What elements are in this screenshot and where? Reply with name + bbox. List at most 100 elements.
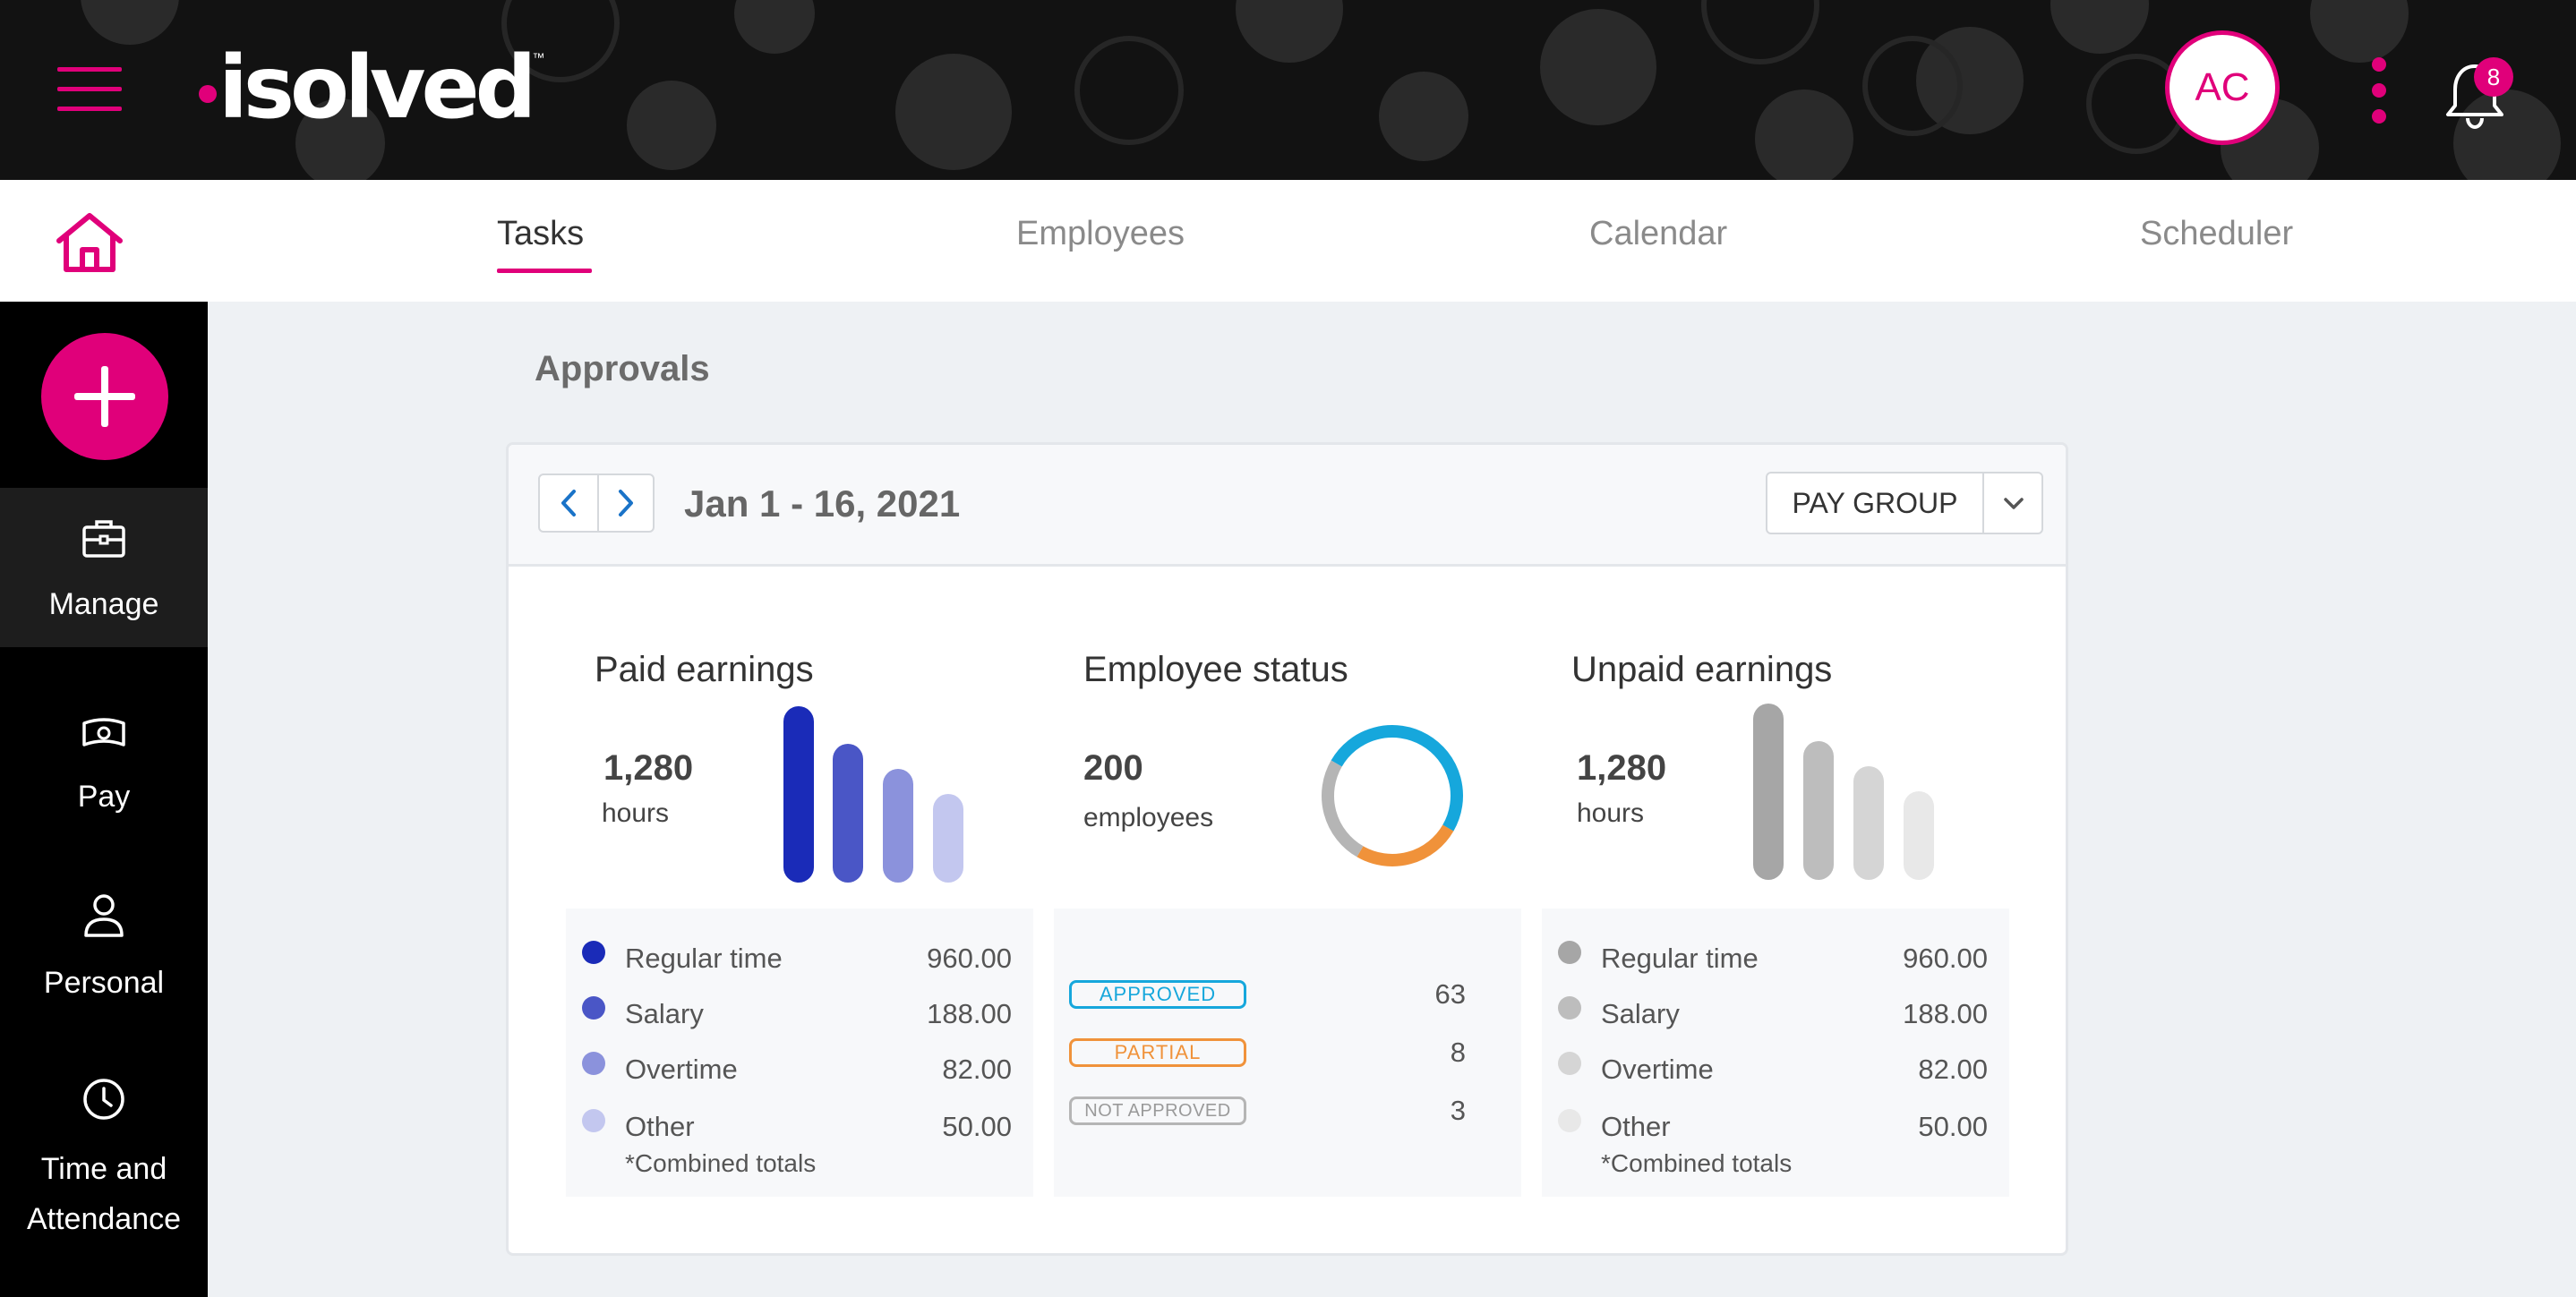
donut-segment-approved [1322,725,1464,866]
list-item: Other 50.00 [582,1104,1012,1148]
user-avatar[interactable]: AC [2165,30,2280,145]
tab-scheduler[interactable]: Scheduler [2140,215,2294,252]
sidebar-item-label: Manage [48,587,159,621]
item-name: Salary [625,998,704,1029]
unpaid-earnings-title: Unpaid earnings [1571,650,1833,689]
legend-dot [1558,1109,1581,1132]
paid-earnings-bar-overtime [883,769,913,883]
header-decoration [1074,36,1184,145]
sidebar-item-manage[interactable]: Manage [0,488,208,647]
employee-status-unit: employees [1083,803,1214,832]
header-decoration [1862,36,1963,136]
header-decoration [2310,0,2409,63]
header-decoration [295,98,385,180]
logo-trademark: ™ [532,50,545,64]
tab-employees[interactable]: Employees [1016,215,1185,252]
add-button[interactable] [41,333,168,460]
item-value: 188.00 [1903,998,1988,1029]
employee-status-title: Employee status [1083,650,1348,689]
header-decoration [2453,90,2561,180]
sidebar-item-pay[interactable]: Pay [0,689,208,823]
combined-totals-note: *Combined totals [625,1149,817,1177]
header-decoration [1755,90,1853,180]
paid-earnings-breakdown: Regular time 960.00 Salary 188.00 Overti… [566,909,1033,1197]
pay-group-select[interactable]: PAY GROUP [1766,472,2043,534]
header-decoration [1701,0,1819,64]
logo-dot [199,85,217,103]
list-item: Overtime 82.00 [1558,1046,1988,1091]
legend-dot [1558,1052,1581,1075]
item-value: 82.00 [1918,1054,1988,1085]
donut-segment-not-approved [1322,725,1463,866]
unpaid-earnings-bar-other [1904,791,1934,880]
header-decoration [734,0,815,54]
clock-icon [79,1076,129,1122]
unpaid-earnings-bar-overtime [1853,766,1884,880]
item-value: 960.00 [1903,943,1988,974]
sidebar-item-label: Personal [43,966,165,1000]
menu-button[interactable] [57,67,122,112]
tab-tasks[interactable]: Tasks [497,215,585,252]
pay-group-label[interactable]: PAY GROUP [1792,487,1958,519]
item-name: Regular time [625,943,783,974]
more-options-icon[interactable] [2364,57,2394,124]
status-badge-partial: PARTIAL [1069,1038,1246,1067]
combined-totals-note: *Combined totals [1601,1149,1793,1177]
paid-earnings-total: 1,280 [603,748,694,788]
sidebar-item-label: Pay [77,780,131,814]
legend-dot [582,996,605,1020]
item-value: 82.00 [942,1054,1012,1085]
sidebar-item-label-line2: Attendance [26,1202,182,1236]
employee-status-donut-chart [1318,721,1467,870]
unpaid-earnings-bar-salary [1803,741,1834,880]
card-header: Jan 1 - 16, 2021 PAY GROUP [509,445,2066,567]
unpaid-earnings-unit: hours [1577,798,1645,828]
tab-calendar[interactable]: Calendar [1589,215,1728,252]
item-value: 188.00 [927,998,1012,1029]
home-icon[interactable] [54,210,125,275]
sidebar-item-label-line1: Time and [40,1152,167,1186]
list-item: Regular time 960.00 [1558,935,1988,980]
paid-earnings-bar-salary [833,744,863,883]
header-decoration [627,81,716,170]
date-navigation [538,474,655,533]
item-name: Overtime [1601,1054,1714,1085]
money-icon [79,709,129,755]
logo-text: isolved [218,38,536,138]
item-name: Salary [1601,998,1680,1029]
legend-dot [582,1052,605,1075]
header-decoration [1379,72,1468,161]
chevron-down-icon[interactable] [1982,474,2043,533]
status-count-partial: 8 [1450,1037,1466,1068]
status-count-not-approved: 3 [1450,1095,1466,1126]
paid-earnings-title: Paid earnings [595,650,814,689]
sidebar [0,302,208,1297]
next-period-button[interactable] [597,475,656,531]
item-value: 50.00 [1918,1111,1988,1142]
paid-earnings-bar-other [933,794,963,883]
item-value: 960.00 [927,943,1012,974]
previous-period-button[interactable] [540,475,597,531]
unpaid-earnings-bar-regular-time [1753,704,1784,880]
notification-count-badge: 8 [2474,57,2513,97]
legend-dot [1558,941,1581,964]
status-count-approved: 63 [1434,978,1466,1010]
employee-status-total: 200 [1083,748,1143,788]
list-item: Salary 188.00 [1558,991,1988,1036]
paid-earnings-bar-regular-time [783,706,814,883]
item-value: 50.00 [942,1111,1012,1142]
employee-status-breakdown: APPROVED 63 PARTIAL 8 NOT APPROVED 3 [1054,909,1521,1197]
item-name: Other [625,1111,695,1142]
status-badge-approved: APPROVED [1069,980,1246,1009]
sidebar-item-personal[interactable]: Personal [0,873,208,1007]
header-decoration [2050,0,2149,54]
active-tab-indicator [497,269,592,273]
page-title: Approvals [535,349,710,388]
unpaid-earnings-breakdown: Regular time 960.00 Salary 188.00 Overti… [1542,909,2009,1197]
legend-dot [582,941,605,964]
sidebar-item-time-and-attendance[interactable]: Time and Attendance [0,1056,208,1253]
item-name: Regular time [1601,943,1759,974]
list-item: Other 50.00 [1558,1104,1988,1148]
legend-dot [1558,996,1581,1020]
paid-earnings-unit: hours [602,798,670,828]
